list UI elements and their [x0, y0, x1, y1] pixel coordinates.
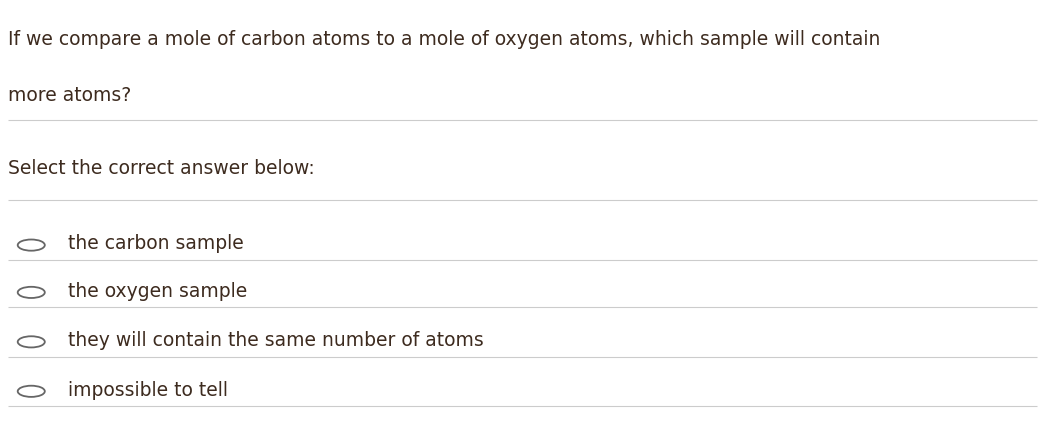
- Text: impossible to tell: impossible to tell: [68, 381, 228, 399]
- Text: Select the correct answer below:: Select the correct answer below:: [8, 159, 315, 178]
- Text: the carbon sample: the carbon sample: [68, 234, 244, 253]
- Text: the oxygen sample: the oxygen sample: [68, 282, 247, 301]
- Text: If we compare a mole of carbon atoms to a mole of oxygen atoms, which sample wil: If we compare a mole of carbon atoms to …: [8, 30, 880, 49]
- Text: more atoms?: more atoms?: [8, 86, 131, 105]
- Text: they will contain the same number of atoms: they will contain the same number of ato…: [68, 331, 483, 350]
